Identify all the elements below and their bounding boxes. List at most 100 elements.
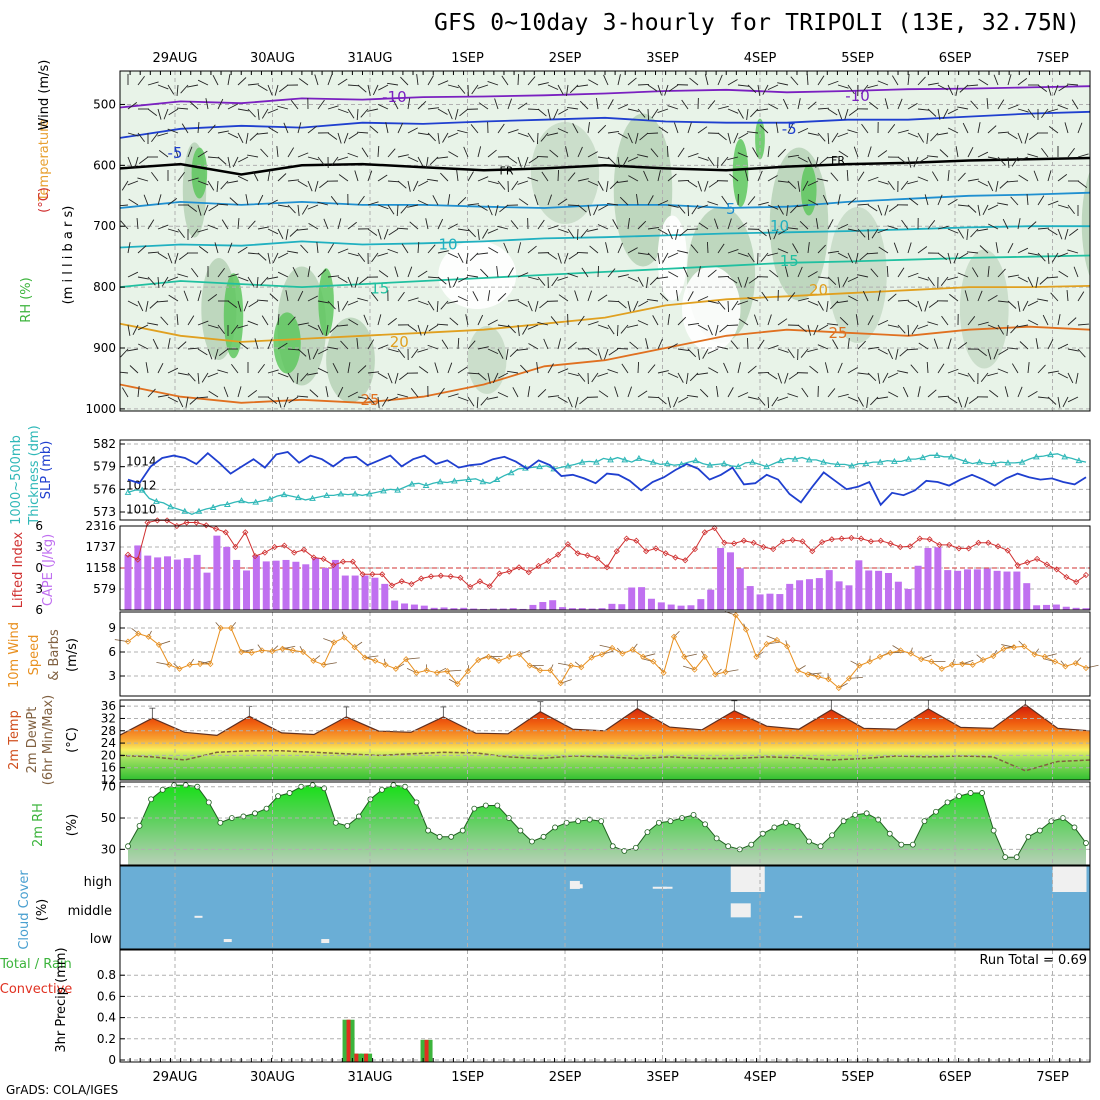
isotherm-5: [120, 191, 1090, 209]
wind-barb: [1010, 196, 1019, 206]
wind-barb: [966, 228, 969, 240]
cape-bar: [647, 598, 655, 610]
wind-barb: [367, 170, 373, 182]
rh2m-point: [540, 833, 547, 840]
wind-barb: [167, 198, 178, 206]
wind-barb: [487, 319, 498, 326]
wind-barb: [151, 132, 159, 143]
rh-contour-region: [959, 249, 1009, 369]
cape-bar: [341, 575, 349, 610]
wind-barb: [137, 343, 149, 350]
wind-barb: [289, 228, 299, 237]
cape-bar: [756, 594, 764, 610]
thickness-point: [791, 455, 799, 462]
wind-barb: [437, 250, 449, 254]
precip-panel: 00.20.40.60.8: [97, 950, 1090, 1067]
li-point: [887, 540, 894, 547]
wind-barb: [617, 74, 621, 86]
wind-barb: [187, 315, 195, 326]
wind-barb: [317, 300, 329, 304]
wind-barb: [567, 107, 579, 110]
wind-barb: [497, 348, 504, 359]
isotherm-label: 20: [390, 333, 409, 351]
wind-barb: [708, 367, 719, 374]
date-label-bottom: 30AUG: [250, 1070, 295, 1085]
wind-barb: [882, 372, 889, 383]
cape-bar: [173, 559, 181, 610]
wind-barb: [307, 295, 319, 302]
isotherm-label: -5: [782, 120, 797, 138]
wind-barb: [377, 252, 389, 257]
wind-barb: [716, 386, 719, 398]
wind-barb: [287, 204, 296, 214]
wind-barb: [121, 180, 129, 191]
thickness-point: [394, 486, 402, 493]
wind-barb: [982, 204, 989, 216]
li-point: [193, 519, 200, 526]
panel-label-wind10m: & Barbs: [47, 629, 62, 681]
wind-barb: [587, 204, 591, 216]
wind-barb: [897, 98, 903, 110]
wind-barb: [1004, 386, 1009, 398]
wind-barb: [287, 348, 299, 351]
wind-barb: [127, 271, 139, 278]
wind-barb: [753, 314, 759, 326]
wind-barb: [762, 84, 769, 95]
wind-barb: [627, 156, 639, 162]
wind-barb: [818, 324, 829, 331]
wind-barb: [597, 180, 604, 191]
wind-barb: [138, 156, 149, 164]
wind-barb: [989, 389, 999, 398]
wind-barb: [887, 324, 899, 328]
wind-barb: [383, 658, 386, 665]
wind-barb: [217, 156, 227, 165]
wind-barb: [917, 108, 929, 111]
wind-barb: [657, 396, 667, 405]
wind-speed-point: [825, 676, 832, 683]
pressure-tick-label: 600: [93, 158, 116, 172]
cape-bar: [401, 603, 409, 610]
run-total-label: Run Total = 0.69: [979, 953, 1087, 968]
wind-barb: [189, 396, 199, 405]
wind-barb: [707, 201, 719, 206]
cape-bar: [638, 587, 646, 610]
rh2m-point: [898, 841, 905, 848]
wind-barb: [1057, 396, 1061, 408]
wind-barb: [826, 156, 839, 159]
li-point: [682, 557, 689, 564]
wind-barb: [256, 276, 259, 288]
wind-barb: [157, 132, 169, 137]
wind-barb: [347, 152, 359, 158]
wind-barb: [307, 156, 319, 161]
wind-barb: [487, 180, 499, 185]
wind-barb: [967, 178, 979, 182]
wind-barb: [937, 395, 950, 398]
wind-barb: [999, 180, 1009, 189]
temp-tick-label: 12: [101, 773, 116, 787]
wind-barb: [137, 177, 149, 182]
wind-barb: [477, 228, 480, 240]
wind-barb: [357, 84, 367, 93]
wind-barb: [667, 372, 679, 378]
rh2m-point: [425, 827, 431, 834]
wind-barb: [207, 124, 216, 134]
isotherm-label: -10: [382, 88, 407, 106]
wind-barb: [1058, 270, 1069, 278]
wind-speed-point: [619, 650, 626, 657]
wind-barb: [534, 194, 539, 206]
wind-barb: [274, 84, 279, 96]
rh2m-point: [448, 833, 455, 840]
wind-barb: [887, 372, 899, 379]
wind-barb: [167, 396, 179, 403]
wind-barb: [767, 84, 779, 91]
wind-barb: [577, 372, 586, 382]
wind-barb: [397, 348, 406, 358]
wind-barb: [187, 146, 193, 158]
wind-barb: [807, 324, 812, 336]
wind-barb: [737, 362, 741, 374]
wind-barb: [512, 387, 519, 398]
wind-barb: [547, 108, 551, 120]
wind-barb: [697, 324, 708, 331]
thickness-point: [962, 457, 969, 464]
wind-barb: [1007, 242, 1014, 254]
